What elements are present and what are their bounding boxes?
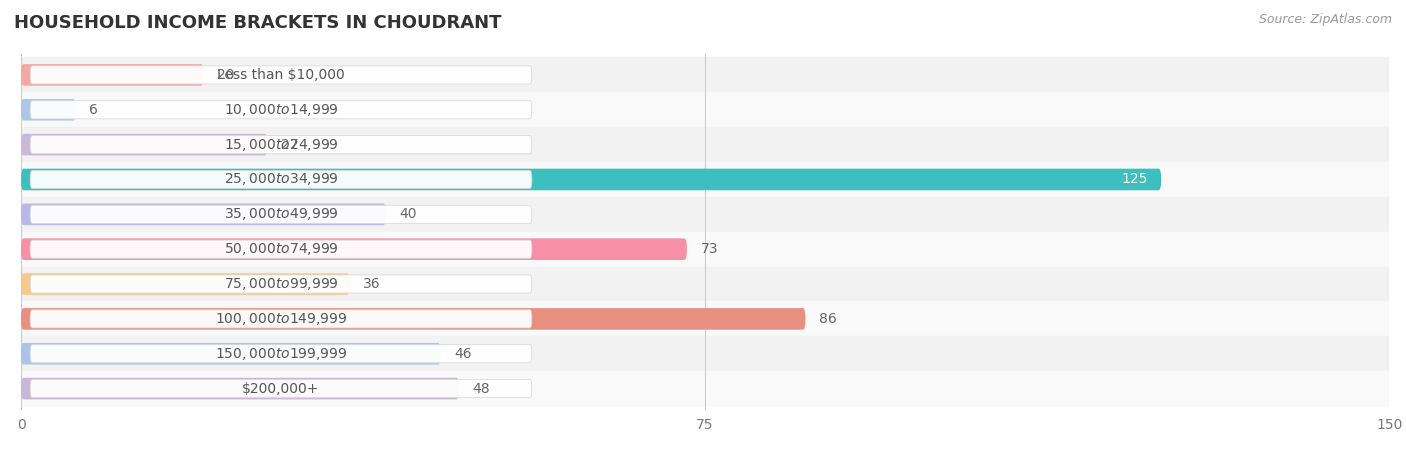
FancyBboxPatch shape (30, 379, 531, 398)
Bar (21, 127, 1389, 162)
Text: 27: 27 (281, 138, 298, 152)
Bar (21, 92, 1389, 127)
Bar (21, 197, 1389, 232)
Text: 46: 46 (454, 347, 472, 361)
Text: $200,000+: $200,000+ (242, 382, 319, 396)
Text: $10,000 to $14,999: $10,000 to $14,999 (224, 102, 339, 118)
Text: $150,000 to $199,999: $150,000 to $199,999 (215, 346, 347, 362)
FancyBboxPatch shape (30, 171, 531, 189)
Bar (21, 336, 1389, 371)
Text: $75,000 to $99,999: $75,000 to $99,999 (224, 276, 339, 292)
FancyBboxPatch shape (30, 345, 531, 363)
Text: $35,000 to $49,999: $35,000 to $49,999 (224, 206, 339, 222)
FancyBboxPatch shape (30, 240, 531, 258)
Text: $100,000 to $149,999: $100,000 to $149,999 (215, 311, 347, 327)
Text: Less than $10,000: Less than $10,000 (217, 68, 344, 82)
Bar (21, 162, 1389, 197)
Text: Source: ZipAtlas.com: Source: ZipAtlas.com (1258, 14, 1392, 27)
FancyBboxPatch shape (21, 273, 350, 295)
FancyBboxPatch shape (30, 101, 531, 119)
Text: 73: 73 (700, 242, 718, 256)
FancyBboxPatch shape (21, 308, 806, 330)
Text: 86: 86 (820, 312, 837, 326)
FancyBboxPatch shape (21, 99, 76, 121)
Bar (21, 266, 1389, 302)
FancyBboxPatch shape (30, 275, 531, 293)
FancyBboxPatch shape (21, 203, 385, 225)
FancyBboxPatch shape (21, 238, 688, 260)
Text: 48: 48 (472, 382, 491, 396)
FancyBboxPatch shape (21, 134, 267, 155)
FancyBboxPatch shape (21, 169, 1161, 190)
Text: 20: 20 (217, 68, 235, 82)
Bar (21, 58, 1389, 92)
FancyBboxPatch shape (21, 378, 458, 400)
Text: $50,000 to $74,999: $50,000 to $74,999 (224, 241, 339, 257)
FancyBboxPatch shape (30, 205, 531, 223)
FancyBboxPatch shape (30, 310, 531, 328)
Text: 36: 36 (363, 277, 381, 291)
Bar (21, 371, 1389, 406)
Text: $15,000 to $24,999: $15,000 to $24,999 (224, 137, 339, 153)
FancyBboxPatch shape (30, 66, 531, 84)
Text: HOUSEHOLD INCOME BRACKETS IN CHOUDRANT: HOUSEHOLD INCOME BRACKETS IN CHOUDRANT (14, 14, 502, 32)
Text: $25,000 to $34,999: $25,000 to $34,999 (224, 171, 339, 188)
FancyBboxPatch shape (21, 64, 204, 86)
Bar (21, 232, 1389, 266)
Bar (21, 302, 1389, 336)
Text: 125: 125 (1121, 172, 1147, 186)
Text: 40: 40 (399, 207, 418, 221)
Text: 6: 6 (90, 103, 98, 117)
FancyBboxPatch shape (30, 135, 531, 154)
FancyBboxPatch shape (21, 343, 440, 364)
